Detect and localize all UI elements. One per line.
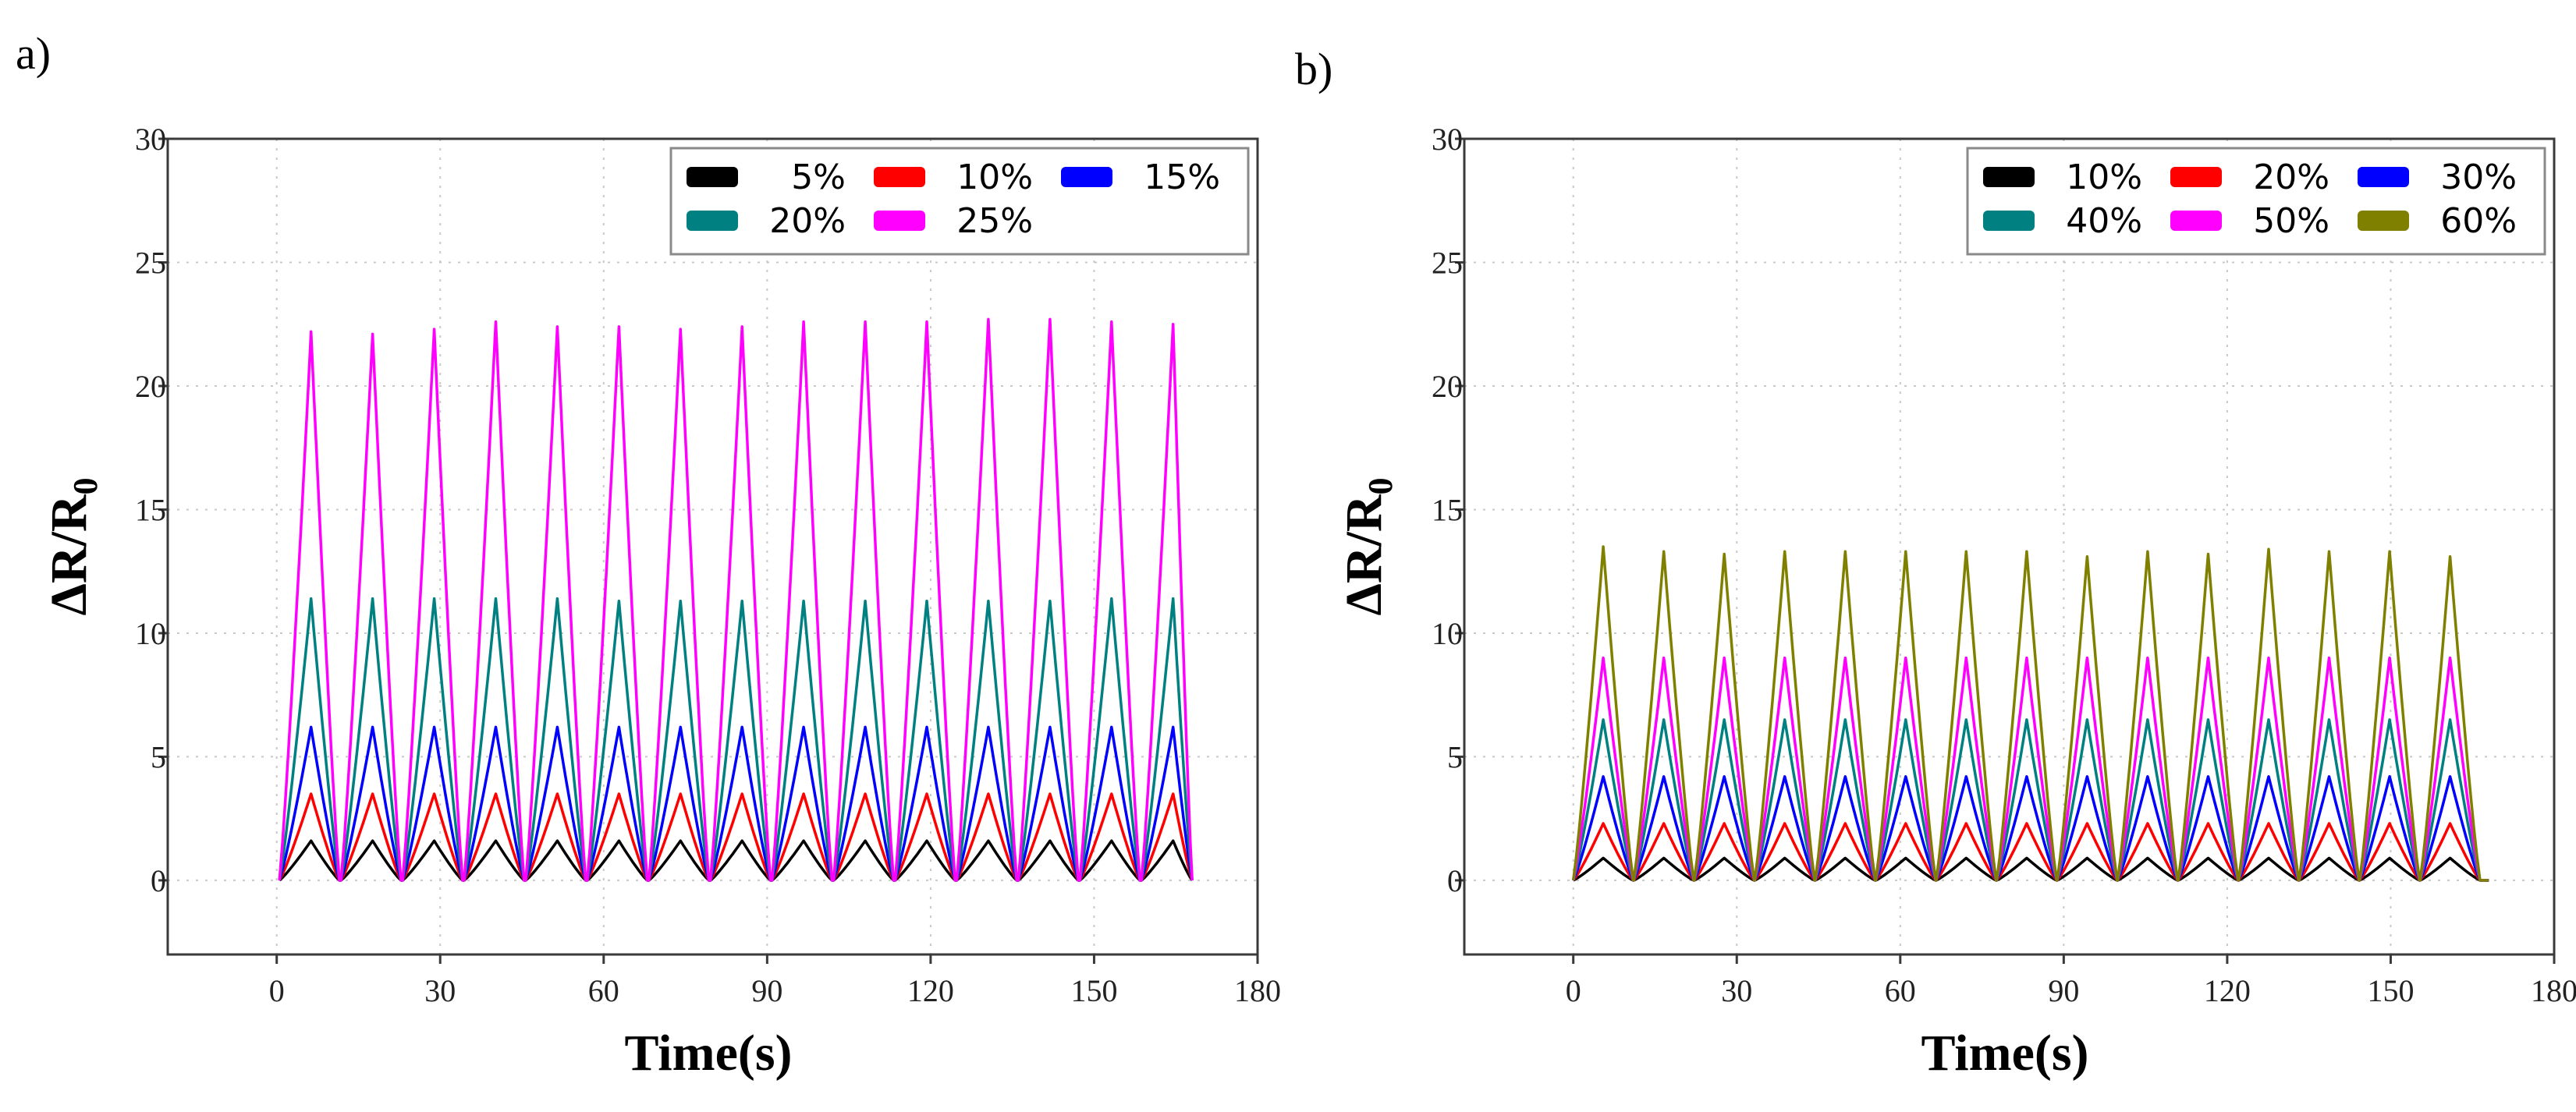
legend-label: 30% [2440, 158, 2517, 197]
x-tick-label: 150 [1070, 973, 1117, 1008]
panel-b: b) 0 30 60 90 120 150 180 0 5 10 15 20 25 30 Time(s) ΔR/… [1295, 44, 2576, 1082]
legend-label: 5% [791, 158, 846, 197]
legend-box [1966, 147, 2546, 256]
series-group [1571, 545, 2489, 882]
y-axis-title: ΔR/R0 [1336, 477, 1400, 615]
legend-label: 40% [2066, 201, 2142, 241]
legend-label: 25% [956, 201, 1033, 241]
y-axis-title-main: ΔR/R [1336, 494, 1393, 615]
x-tick-label: 60 [588, 973, 619, 1008]
legend: 10% 20% 30% 40% 50% 60% [1966, 147, 2546, 256]
legend-swatch [2170, 167, 2222, 187]
y-axis-title-subscript: 0 [66, 477, 105, 494]
series-line-50pct [1571, 656, 2489, 882]
series-line-5pct [279, 839, 1194, 882]
y-axis-title-main: ΔR/R [41, 494, 98, 615]
series-line-60pct [1571, 545, 2489, 882]
legend-swatch [687, 211, 738, 231]
legend-swatch [1061, 167, 1112, 187]
y-tick-label: 5 [151, 739, 166, 774]
series-line-20pct [278, 597, 1194, 882]
legend-label: 60% [2440, 201, 2517, 241]
legend-swatch [1983, 167, 2035, 187]
y-tick-label: 30 [135, 122, 166, 157]
y-tick-label: 0 [1447, 863, 1463, 898]
series-line-15pct [278, 725, 1194, 882]
y-tick-label: 20 [135, 369, 166, 404]
legend-swatch [874, 211, 925, 231]
plot-frame [166, 137, 1259, 956]
series-line-30pct [1572, 775, 2489, 882]
x-axis-title: Time(s) [1921, 1025, 2088, 1082]
y-tick-label: 25 [135, 245, 166, 280]
x-tick-label: 0 [1566, 973, 1581, 1008]
y-tick-label: 15 [1432, 492, 1463, 527]
y-axis-title-subscript: 0 [1361, 477, 1400, 494]
x-axis-title: Time(s) [624, 1025, 792, 1082]
y-tick-label: 15 [135, 492, 166, 527]
x-tick-label: 150 [2367, 973, 2414, 1008]
y-tick-label: 10 [135, 616, 166, 651]
y-tick-label: 20 [1432, 369, 1463, 404]
y-tick-label: 0 [151, 863, 166, 898]
legend-label: 15% [1144, 158, 1220, 197]
series-group [278, 317, 1194, 882]
x-tick-label: 120 [907, 973, 954, 1008]
legend-swatch [2358, 211, 2409, 231]
panel-a: a) 0 30 60 90 120 150 180 0 5 10 15 20 25 30 Time(s) ΔR/… [16, 28, 1281, 1082]
series-line-20pct [1572, 822, 2489, 882]
x-tick-label: 180 [1234, 973, 1281, 1008]
x-tick-label: 90 [751, 973, 782, 1008]
series-line-25pct [278, 317, 1194, 882]
y-tick-label: 10 [1432, 616, 1463, 651]
legend-label: 50% [2253, 201, 2329, 241]
series-line-40pct [1572, 718, 2489, 882]
x-tick-label: 120 [2204, 973, 2251, 1008]
x-tick-label: 30 [424, 973, 456, 1008]
y-tick-label: 25 [1432, 245, 1463, 280]
y-tick-label: 5 [1447, 739, 1463, 774]
y-axis-title: ΔR/R0 [41, 477, 105, 615]
series-line-10pct [1572, 856, 2489, 882]
legend: 5% 10% 15% 20% 25% [669, 147, 1250, 256]
x-tick-label: 30 [1721, 973, 1752, 1008]
legend-label: 10% [956, 158, 1033, 197]
plot-frame [1463, 137, 2556, 956]
legend-swatch [874, 167, 925, 187]
legend-swatch [687, 167, 738, 187]
series-line-10pct [278, 792, 1194, 882]
x-tick-label: 180 [2531, 973, 2576, 1008]
panel-label: b) [1295, 44, 1332, 94]
legend-swatch [2170, 211, 2222, 231]
x-tick-label: 90 [2048, 973, 2079, 1008]
y-tick-label: 30 [1432, 122, 1463, 157]
legend-label: 10% [2066, 158, 2142, 197]
x-tick-label: 0 [269, 973, 285, 1008]
legend-swatch [2358, 167, 2409, 187]
panel-label: a) [16, 28, 51, 79]
legend-swatch [1983, 211, 2035, 231]
legend-label: 20% [2253, 158, 2329, 197]
x-tick-label: 60 [1885, 973, 1916, 1008]
legend-label: 20% [769, 201, 846, 241]
legend-box [669, 147, 1250, 256]
